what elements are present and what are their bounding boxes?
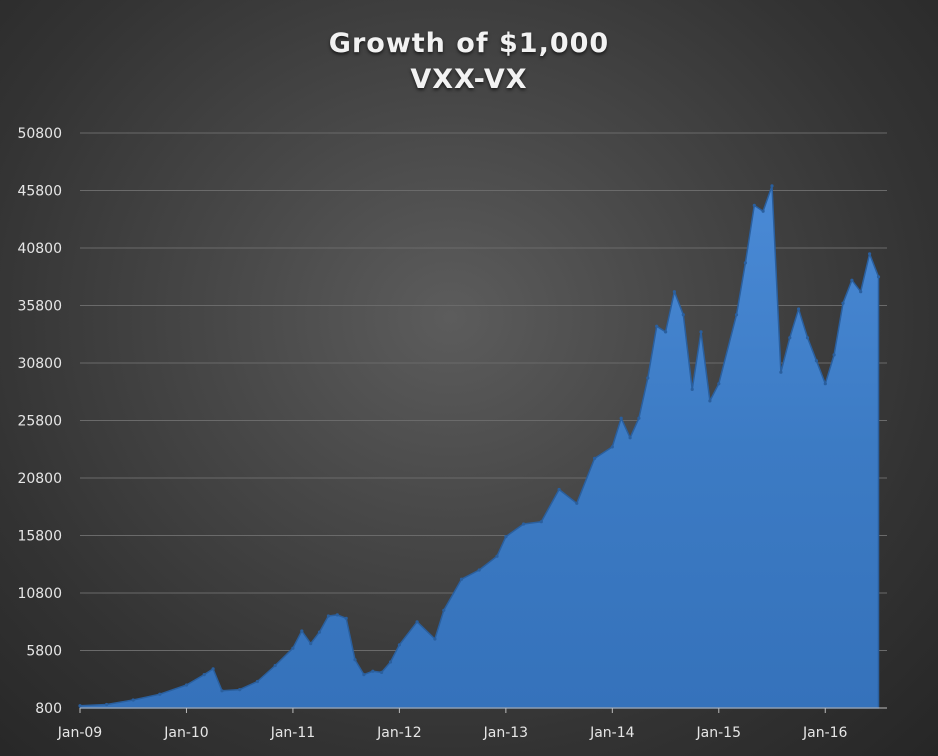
- y-tick-label: 30800: [17, 356, 62, 372]
- data-point: [131, 698, 135, 702]
- data-point: [335, 613, 339, 617]
- data-point: [628, 436, 632, 440]
- chart-title: Growth of $1,000 VXX-VX: [0, 26, 938, 98]
- data-point: [690, 387, 694, 391]
- x-tick-label: Jan-11: [270, 725, 315, 741]
- data-point: [637, 416, 641, 420]
- series-area: [79, 185, 880, 709]
- data-point: [78, 704, 82, 708]
- y-tick-label: 15800: [17, 529, 62, 545]
- y-tick-label: 5800: [26, 644, 62, 660]
- data-point: [734, 313, 739, 317]
- data-point: [850, 278, 854, 282]
- x-tick-label: Jan-16: [802, 725, 848, 741]
- x-tick-label: Jan-10: [163, 725, 208, 741]
- data-point: [610, 445, 614, 449]
- data-point: [672, 290, 677, 294]
- data-point: [522, 522, 526, 526]
- data-point: [477, 568, 481, 572]
- data-point: [353, 658, 357, 662]
- data-point: [655, 324, 659, 328]
- data-point: [646, 376, 650, 380]
- data-point: [255, 679, 259, 684]
- y-tick-label: 25800: [17, 414, 62, 430]
- data-point: [105, 702, 109, 707]
- data-point: [317, 630, 322, 634]
- data-point: [415, 620, 419, 624]
- data-point: [344, 616, 348, 620]
- data-point: [593, 456, 597, 460]
- y-tick-label: 800: [35, 701, 62, 717]
- chart-title-line: Growth of $1,000: [328, 28, 610, 59]
- x-tick-label: Jan-09: [57, 725, 102, 741]
- y-tick-label: 50800: [17, 126, 62, 142]
- data-point: [326, 614, 330, 618]
- series-area-group: [78, 184, 881, 709]
- data-point: [459, 577, 464, 581]
- x-tick-label: Jan-15: [696, 725, 741, 741]
- y-tick-label: 40800: [17, 241, 62, 257]
- data-point: [752, 203, 756, 207]
- data-point: [619, 416, 623, 420]
- data-point: [841, 301, 845, 305]
- data-point: [876, 275, 881, 279]
- data-point: [220, 689, 224, 693]
- data-point: [291, 646, 295, 650]
- y-tick-label: 35800: [17, 299, 62, 315]
- y-tick-label: 20800: [17, 471, 62, 487]
- data-point: [797, 307, 801, 311]
- data-point: [433, 637, 437, 641]
- data-point: [708, 399, 712, 403]
- data-point: [504, 535, 508, 539]
- data-point: [273, 663, 277, 668]
- data-point: [814, 359, 819, 363]
- data-point: [832, 353, 836, 357]
- data-point: [300, 629, 304, 633]
- data-point: [238, 688, 242, 692]
- data-point: [664, 330, 668, 334]
- chart-subtitle: VXX-VX: [410, 64, 528, 95]
- data-point: [158, 692, 162, 696]
- data-point: [575, 501, 579, 505]
- y-tick-label: 10800: [17, 586, 62, 602]
- data-point: [211, 667, 215, 671]
- data-point: [743, 261, 748, 265]
- data-point: [388, 660, 393, 664]
- x-tick-label: Jan-14: [589, 725, 635, 741]
- x-tick-label: Jan-12: [376, 725, 421, 741]
- y-tick-label: 45800: [17, 184, 62, 200]
- data-point: [309, 642, 313, 646]
- data-point: [362, 673, 366, 677]
- data-point: [681, 313, 685, 317]
- data-point: [761, 209, 765, 213]
- data-point: [202, 673, 206, 677]
- y-axis: 800 5800 10800 15800 20800 25800 30800 35800 408…: [17, 126, 62, 717]
- data-point: [770, 184, 774, 188]
- data-point: [717, 382, 721, 386]
- data-point: [380, 670, 384, 675]
- data-point: [779, 370, 783, 374]
- data-point: [397, 643, 401, 647]
- data-point: [557, 487, 561, 492]
- data-point: [859, 290, 863, 294]
- data-point: [868, 252, 872, 256]
- data-point: [823, 382, 827, 386]
- data-point: [805, 336, 810, 340]
- x-tick-label: Jan-13: [483, 725, 528, 741]
- data-point: [442, 608, 446, 612]
- data-point: [539, 520, 543, 524]
- data-point: [495, 554, 499, 558]
- data-point: [184, 683, 189, 687]
- data-point: [699, 330, 703, 334]
- data-point: [788, 336, 792, 340]
- data-point: [371, 669, 375, 673]
- x-axis: Jan-09 Jan-10 Jan-11 Jan-12 Jan-13 Jan-14 Jan-…: [57, 707, 887, 741]
